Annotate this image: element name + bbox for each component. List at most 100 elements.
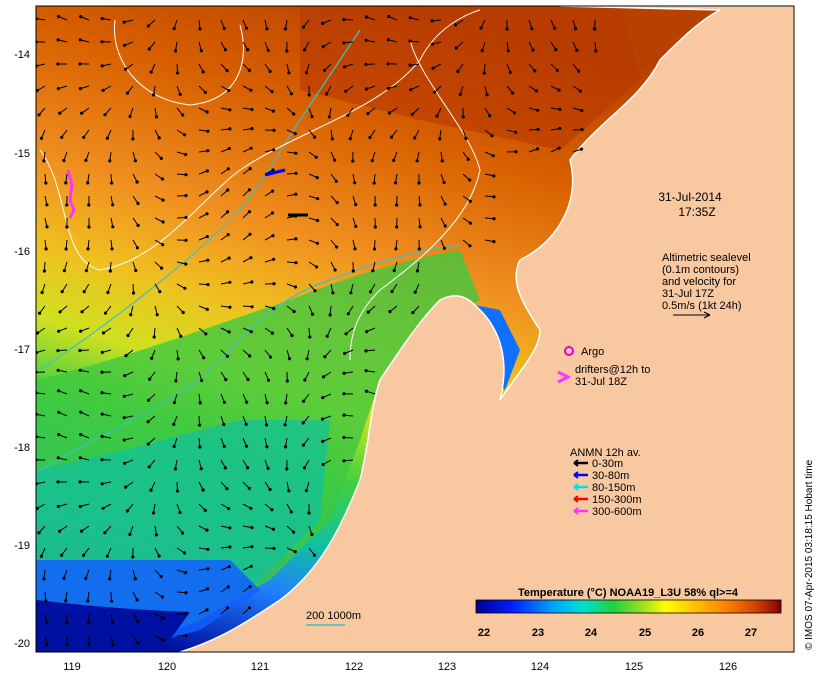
drifter-marker [557,370,572,384]
velocity-vector-head [354,224,358,229]
velocity-vector-head [105,136,109,140]
velocity-vector-head [247,68,251,72]
velocity-vector-head [87,621,91,625]
velocity-vector-head [40,290,44,295]
velocity-vector-head [431,66,435,70]
velocity-vector-head [111,643,115,647]
velocity-vector-head [580,128,584,132]
velocity-vector-head [111,621,115,625]
colorbar-tick: 24 [585,627,598,639]
velocity-vector-head [249,330,253,334]
velocity-vector-head [293,285,298,289]
velocity-vector-head [101,506,105,510]
velocity-vector-head [79,329,83,333]
velocity-vector-head [316,197,320,201]
velocity-vector-head [42,577,46,581]
velocity-vector-head [82,290,86,294]
velocity-vector-head [492,217,496,221]
velocity-vector-head [173,467,177,471]
velocity-vector-head [321,462,325,467]
velocity-vector-head [205,307,209,311]
anmn-title: ANMN 12h av. [570,447,641,459]
velocity-vector-head [206,258,210,262]
velocity-vector-head [346,312,350,316]
velocity-vector-head [315,241,319,245]
velocity-vector-head [418,225,422,229]
velocity-vector-head [351,159,355,163]
anmn-item-label: 30-80m [592,470,629,482]
lon-tick: 125 [625,661,643,673]
velocity-vector-head [158,290,162,294]
velocity-vector-head [313,289,317,293]
velocity-vector-head [181,113,185,117]
velocity-vector-head [161,243,165,247]
velocity-vector-head [136,223,140,227]
velocity-vector-head [289,92,293,96]
velocity-vector-head [39,136,44,140]
velocity-vector-head [149,488,153,492]
velocity-vector-head [161,198,165,202]
velocity-vector-head [333,268,337,272]
velocity-vector-head [79,433,83,437]
velocity-vector-head [342,371,346,375]
velocity-vector-head [344,332,348,336]
lat-tick: -14 [14,49,30,61]
velocity-vector-head [225,69,229,73]
velocity-vector-head [301,421,305,425]
velocity-vector-head [315,265,319,269]
velocity-vector-head [409,88,413,92]
velocity-vector-head [223,466,227,470]
lon-tick: 126 [719,661,737,673]
velocity-vector-head [228,280,232,284]
lat-ticks: -14 -15 -16 -17 -18 -19 -20 [14,49,30,650]
velocity-vector-head [250,107,254,112]
velocity-vector-head [389,135,394,139]
velocity-vector-head [64,599,68,603]
velocity-vector-head [131,291,136,295]
velocity-vector-head [335,222,339,227]
velocity-vector-head [249,506,253,510]
velocity-vector-head [372,181,376,185]
lon-ticks: 119 120 121 122 123 124 125 126 [63,661,737,673]
lon-tick: 123 [438,661,456,673]
velocity-vector-head [205,587,210,591]
velocity-vector-head [129,313,133,317]
velocity-vector-head [557,146,561,150]
velocity-vector-head [198,445,202,449]
velocity-vector-head [38,311,42,315]
velocity-vector-head [228,305,232,309]
velocity-vector-head [331,291,335,295]
velocity-vector-head [154,115,159,119]
velocity-vector-head [505,27,509,31]
velocity-vector-head [203,508,207,512]
velocity-vector-head [184,194,188,198]
velocity-vector-head [506,49,510,53]
velocity-vector-head [226,167,230,171]
velocity-vector-head [184,571,188,575]
plot-area [36,6,794,652]
velocity-vector-head [160,595,165,599]
velocity-vector-head [100,458,104,462]
velocity-vector-head [283,445,288,449]
velocity-vector-head [100,434,104,438]
velocity-vector-head [265,401,269,405]
velocity-vector-head [285,49,289,53]
anmn-swatch-head [573,459,579,467]
lat-tick: -20 [14,638,30,650]
velocity-vector-head [249,146,253,150]
velocity-vector-head [62,269,66,273]
velocity-vector-head [283,423,287,427]
velocity-vector-head [123,461,127,465]
velocity-vector-head [246,466,250,470]
velocity-vector-head [57,15,61,19]
velocity-vector-head [249,564,253,568]
timestamp-time: 17:35Z [678,205,715,219]
velocity-vector-head [125,91,130,95]
anmn-swatch-head [573,495,579,503]
velocity-vector-head [305,357,309,361]
velocity-vector-head [322,68,327,72]
velocity-vector-head [287,71,291,75]
lon-tick: 120 [158,661,176,673]
velocity-vector-head [410,112,414,116]
velocity-vector-head [225,487,229,491]
